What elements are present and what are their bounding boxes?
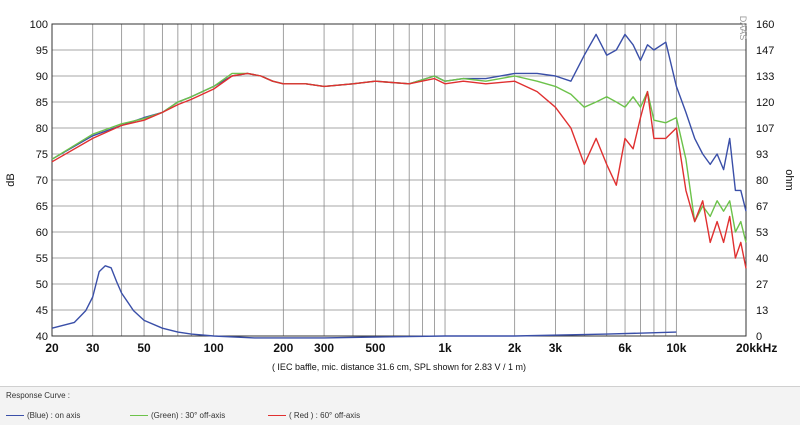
x-tick-label: 300 <box>314 341 334 355</box>
y-tick-label-left: 55 <box>36 253 48 265</box>
y-tick-label-left: 95 <box>36 45 48 57</box>
y-tick-label-right: 107 <box>756 123 774 135</box>
series-line-3 <box>51 265 677 339</box>
y-tick-label-left: 90 <box>36 71 48 83</box>
y-tick-label-right: 93 <box>756 149 768 161</box>
y-tick-label-left: 100 <box>30 19 48 31</box>
y-tick-label-right: 160 <box>756 19 774 31</box>
y-tick-label-left: 45 <box>36 305 48 317</box>
x-tick-label: 50 <box>137 341 151 355</box>
x-tick-label: 2k <box>508 341 522 355</box>
y-tick-label-right: 80 <box>756 175 768 187</box>
series-line-2 <box>51 72 747 269</box>
x-tick-label: 100 <box>204 341 224 355</box>
x-tick-label: 6k <box>618 341 632 355</box>
legend-swatch-red <box>268 414 286 416</box>
y-tick-label-right: 120 <box>756 97 774 109</box>
x-tick-label: 3k <box>549 341 563 355</box>
x-tick-label: 1k <box>438 341 452 355</box>
y-tick-label-left: 85 <box>36 97 48 109</box>
y-tick-label-right: 133 <box>756 71 774 83</box>
frequency-response-chart: 40 45 50 55 60 65 70 75 80 85 90 95 100 0 13 27 40 53 67 80… <box>5 16 795 372</box>
y-tick-label-right: 67 <box>756 201 768 213</box>
y-tick-label-left: 40 <box>36 331 48 343</box>
legend-item-green: (Green) : 30° off-axis <box>130 410 225 420</box>
legend-panel <box>0 386 800 425</box>
legend-swatch-blue <box>6 414 24 416</box>
y-tick-label-left: 50 <box>36 279 48 291</box>
y-tick-label-left: 65 <box>36 201 48 213</box>
y-tick-label-right: 40 <box>756 253 768 265</box>
legend-swatch-green <box>130 414 148 416</box>
legend-label-red: ( Red ) : 60° off-axis <box>289 410 361 420</box>
y-axis-title-left: dB <box>5 173 17 186</box>
legend-item-red: ( Red ) : 60° off-axis <box>268 410 360 420</box>
legend-title: Response Curve : <box>6 391 71 400</box>
y-tick-label-right: 13 <box>756 305 768 317</box>
watermark-text: DAAS <box>738 16 748 41</box>
x-tick-label: 500 <box>365 341 385 355</box>
y-tick-label-right: 147 <box>756 45 774 57</box>
measurement-note: ( IEC baffle, mic. distance 31.6 cm, SPL… <box>272 362 526 372</box>
x-tick-label: 30 <box>86 341 100 355</box>
y-tick-label-left: 70 <box>36 175 48 187</box>
x-axis-unit: kHz <box>756 341 777 355</box>
x-tick-label: 200 <box>273 341 293 355</box>
y-tick-label-right: 0 <box>756 331 762 343</box>
legend-label-green: (Green) : 30° off-axis <box>151 410 226 420</box>
legend-item-blue: (Blue) : on axis <box>6 410 80 420</box>
y-axis-title-right: ohm <box>783 169 795 190</box>
x-tick-label: 20 <box>45 341 59 355</box>
series-line-0 <box>51 33 747 212</box>
y-tick-label-left: 60 <box>36 227 48 239</box>
legend-label-blue: (Blue) : on axis <box>27 410 81 420</box>
y-tick-label-left: 80 <box>36 123 48 135</box>
y-tick-label-right: 53 <box>756 227 768 239</box>
y-tick-label-right: 27 <box>756 279 768 291</box>
y-tick-label-left: 75 <box>36 149 48 161</box>
x-tick-label: 10k <box>666 341 686 355</box>
x-tick-label: 20k <box>736 341 756 355</box>
